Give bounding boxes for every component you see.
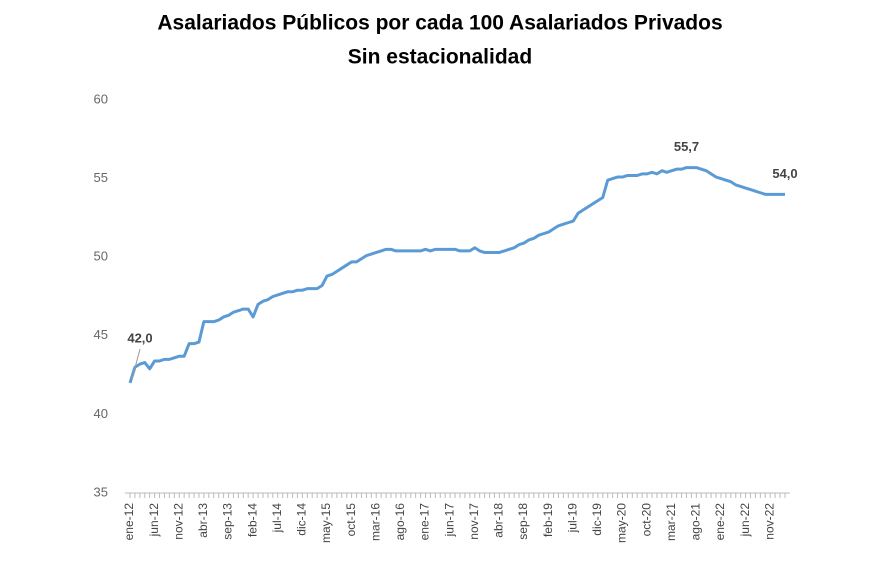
x-tick-label: mar-21 [664, 503, 678, 541]
x-tick-label: dic-19 [590, 503, 604, 536]
leader-line [131, 348, 141, 380]
x-tick-label: mar-16 [368, 503, 382, 541]
x-tick-label: feb-19 [541, 503, 555, 537]
x-tick-label: may-20 [615, 503, 629, 543]
x-tick-label: oct-20 [639, 503, 653, 537]
data-label: 55,7 [674, 139, 699, 154]
x-tick-label: sep-18 [516, 503, 530, 540]
x-tick-label: ago-16 [393, 503, 407, 541]
x-tick-label: abr-18 [492, 503, 506, 538]
x-tick-label: ene-12 [122, 503, 136, 541]
x-tick-label: nov-22 [762, 503, 776, 540]
x-tick-label: feb-14 [245, 503, 259, 537]
x-tick-label: ene-22 [713, 503, 727, 541]
y-tick-label: 55 [94, 170, 108, 185]
x-tick-label: may-15 [319, 503, 333, 543]
y-tick-label: 35 [94, 484, 108, 499]
line-series [128, 166, 785, 384]
data-label: 42,0 [127, 330, 152, 345]
x-tick-label: jul-19 [565, 503, 579, 534]
x-tick-label: sep-13 [221, 503, 235, 540]
y-tick-label: 45 [94, 327, 108, 342]
x-tick-label: dic-14 [295, 503, 309, 536]
y-tick-label: 40 [94, 406, 108, 421]
x-tick-label: jun-12 [147, 503, 161, 538]
y-tick-label: 50 [94, 249, 108, 264]
x-tick-label: ago-21 [689, 503, 703, 541]
chart-subtitle: Sin estacionalidad [348, 46, 532, 69]
data-label: 54,0 [772, 166, 797, 181]
y-tick-label: 60 [94, 91, 108, 106]
x-tick-label: ene-17 [418, 503, 432, 541]
x-tick-label: jun-22 [738, 503, 752, 538]
x-tick-label: jul-14 [270, 503, 284, 534]
x-tick-label: nov-12 [171, 503, 185, 540]
chart-title: Asalariados Públicos por cada 100 Asalar… [157, 12, 722, 35]
x-tick-label: nov-17 [467, 503, 481, 540]
x-tick-label: oct-15 [344, 503, 358, 537]
x-tick-label: jun-17 [442, 503, 456, 538]
x-tick-label: abr-13 [196, 503, 210, 538]
